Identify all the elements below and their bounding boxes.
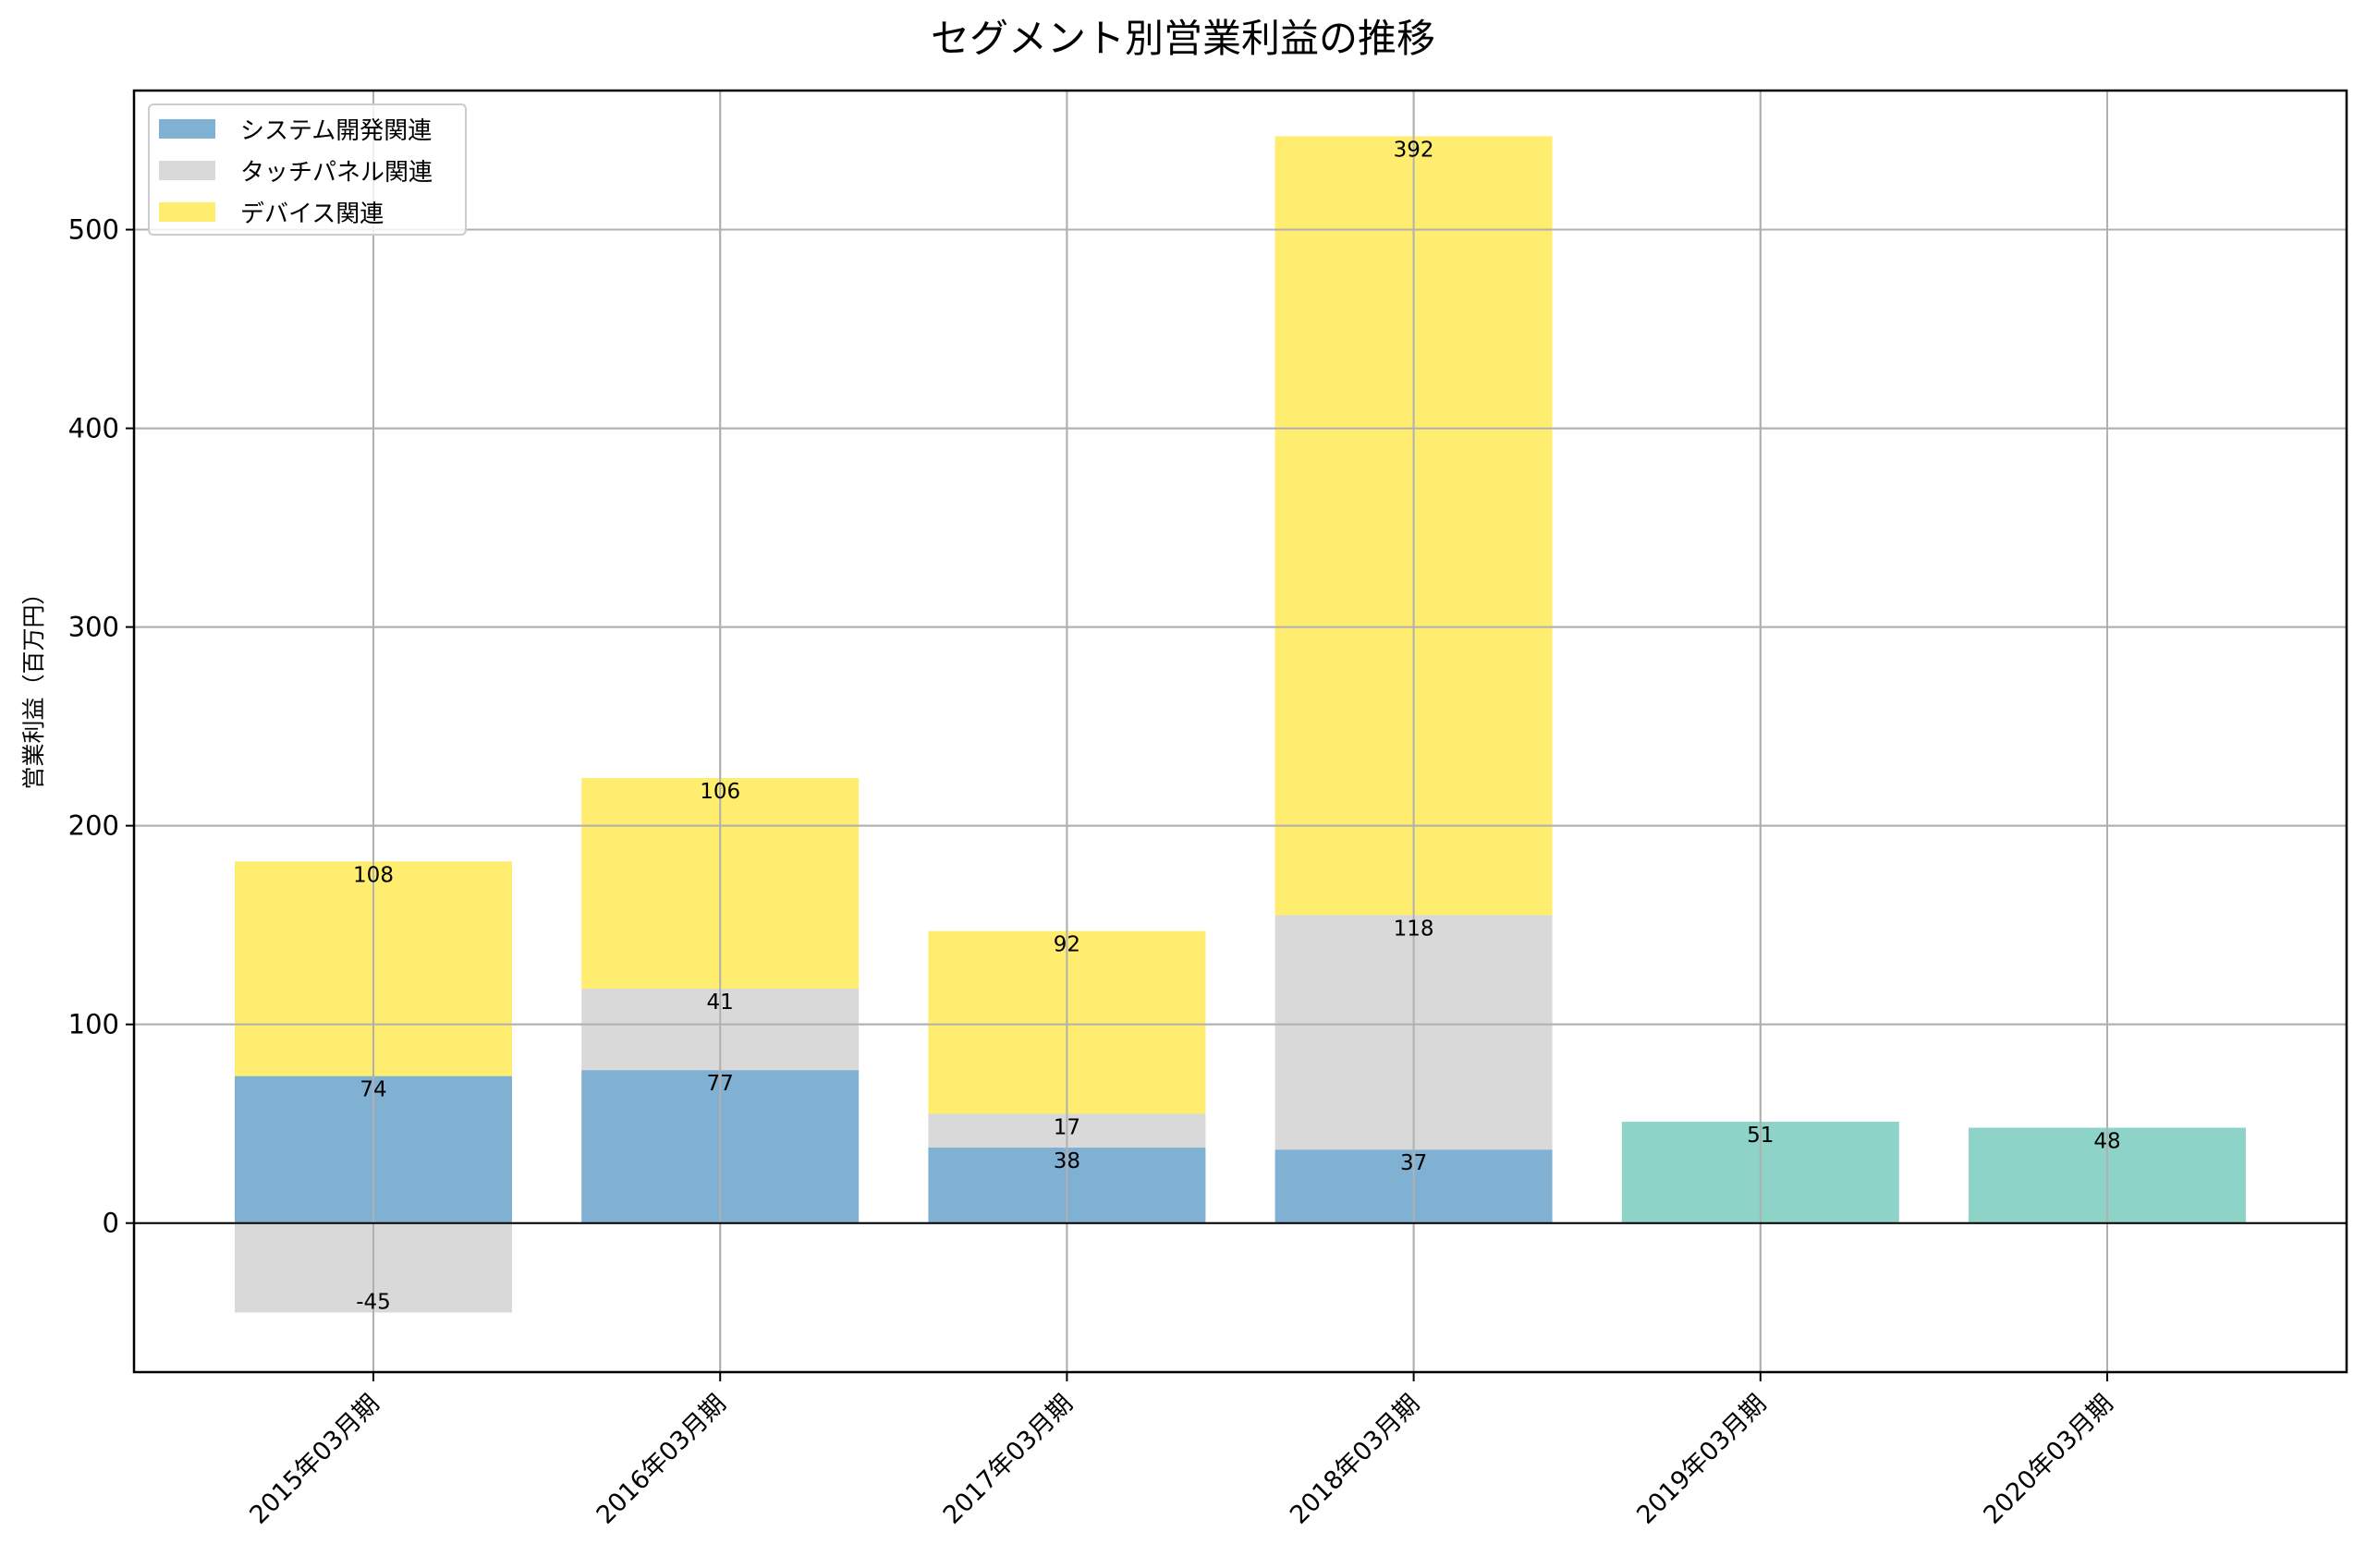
bar-value-label: 41 bbox=[707, 991, 734, 1015]
chart-title: セグメント別営業利益の推移 bbox=[930, 16, 1435, 61]
x-axis-ticks: 2015年03月期 2016年03月期 2017年03月期 2018年03月期 2019… bbox=[244, 1372, 2119, 1530]
y-tick-label: 500 bbox=[68, 214, 119, 246]
x-tick-label: 2016年03月期 bbox=[592, 1390, 732, 1530]
legend-swatch bbox=[159, 118, 215, 139]
bars bbox=[134, 91, 2347, 1372]
bar-value-label: 74 bbox=[360, 1078, 386, 1102]
legend-item: デバイス関連 bbox=[159, 193, 384, 230]
y-tick-label: 0 bbox=[103, 1208, 119, 1239]
x-tick-label: 2015年03月期 bbox=[244, 1390, 384, 1530]
legend-label: デバイス関連 bbox=[240, 200, 384, 228]
legend-swatch bbox=[159, 201, 215, 222]
bar-value-label: 392 bbox=[1394, 138, 1434, 162]
bar-value-label: 17 bbox=[1054, 1115, 1080, 1139]
bar-value-label: 51 bbox=[1747, 1124, 1774, 1148]
bar-value-label: 38 bbox=[1054, 1149, 1080, 1173]
bar-value-label: 77 bbox=[707, 1072, 734, 1096]
bar-value-label: 108 bbox=[353, 863, 394, 887]
legend-item: システム開発関連 bbox=[159, 110, 432, 147]
bar-value-label: 106 bbox=[700, 780, 740, 804]
legend-swatch bbox=[159, 160, 215, 180]
legend: システム開発関連 タッチパネル関連 デバイス関連 bbox=[148, 103, 467, 236]
legend-item: タッチパネル関連 bbox=[159, 152, 433, 188]
bar-value-label: 92 bbox=[1054, 933, 1080, 957]
bar-value-label: 37 bbox=[1400, 1151, 1427, 1175]
y-tick-label: 300 bbox=[68, 612, 119, 643]
x-tick-label: 2017年03月期 bbox=[938, 1390, 1079, 1530]
bar-value-labels: 74 -45 108 77 41 106 38 17 92 37 118 392 51 48 bbox=[353, 138, 2121, 1314]
axes-frame bbox=[132, 89, 2348, 1374]
x-tick-label: 2018年03月期 bbox=[1285, 1390, 1425, 1530]
bar-value-label: 48 bbox=[2093, 1130, 2120, 1154]
x-tick-label: 2020年03月期 bbox=[1978, 1390, 2118, 1530]
y-tick-label: 400 bbox=[68, 413, 119, 444]
bar-value-label: 118 bbox=[1394, 917, 1434, 941]
x-tick-label: 2019年03月期 bbox=[1631, 1390, 1772, 1530]
legend-label: タッチパネル関連 bbox=[240, 158, 433, 187]
y-axis-ticks: 0 100 200 300 400 500 bbox=[68, 214, 134, 1239]
y-tick-label: 100 bbox=[68, 1009, 119, 1040]
legend-label: システム開発関連 bbox=[240, 116, 433, 145]
y-tick-label: 200 bbox=[68, 810, 119, 842]
bar-value-label: -45 bbox=[356, 1290, 391, 1314]
